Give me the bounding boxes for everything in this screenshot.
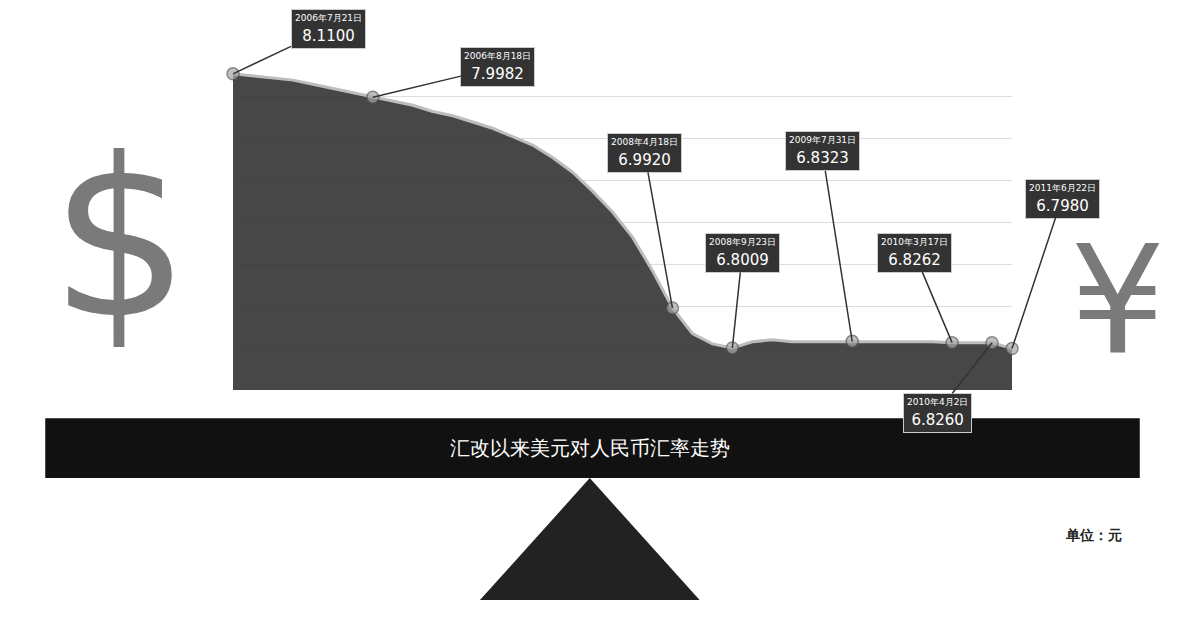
svg-text:2010年3月17日6.8262: 2010年3月17日6.8262 xyxy=(881,237,948,269)
svg-text:2011年6月22日6.7980: 2011年6月22日6.7980 xyxy=(1029,183,1096,215)
svg-text:2009年7月31日6.8323: 2009年7月31日6.8323 xyxy=(789,135,856,167)
svg-text:2010年4月2日6.8260: 2010年4月2日6.8260 xyxy=(907,397,968,429)
svg-text:2006年8月18日7.9982: 2006年8月18日7.9982 xyxy=(464,51,531,83)
svg-text:¥: ¥ xyxy=(1070,213,1165,387)
svg-text:2008年9月23日6.8009: 2008年9月23日6.8009 xyxy=(709,237,776,269)
svg-text:2008年4月18日6.9920: 2008年4月18日6.9920 xyxy=(611,137,678,169)
svg-text:$: $ xyxy=(50,111,190,367)
svg-text:汇改以来美元对人民币汇率走势: 汇改以来美元对人民币汇率走势 xyxy=(450,436,730,460)
svg-text:2006年7月21日8.1100: 2006年7月21日8.1100 xyxy=(295,13,362,45)
svg-text:单位：元: 单位：元 xyxy=(1065,527,1122,543)
